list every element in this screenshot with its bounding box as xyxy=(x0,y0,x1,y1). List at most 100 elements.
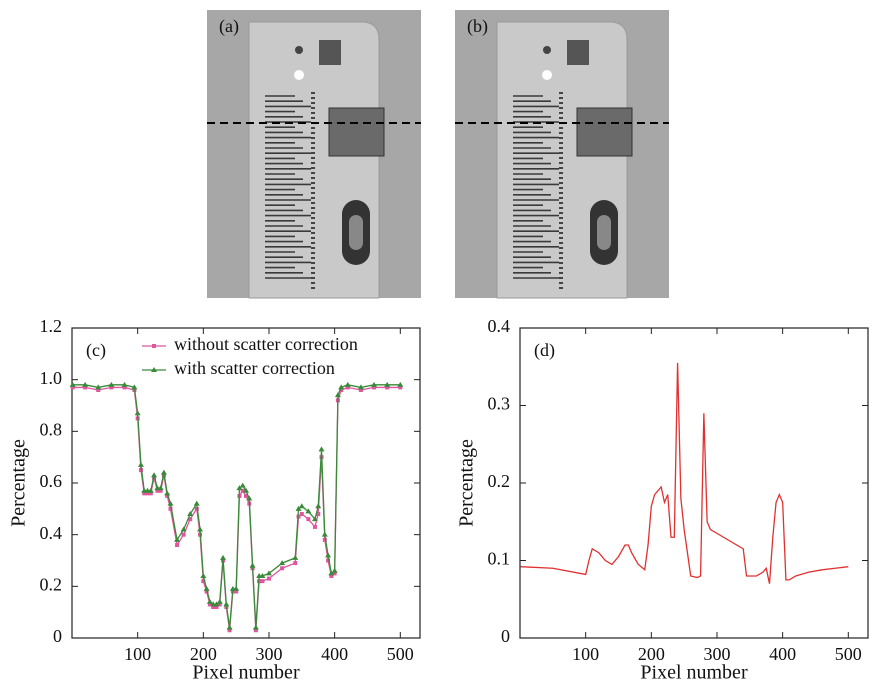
marker xyxy=(321,531,328,537)
marker xyxy=(299,512,304,516)
series-line xyxy=(72,386,401,631)
marker xyxy=(142,491,147,496)
marker xyxy=(328,570,335,576)
marker xyxy=(243,487,249,493)
marker xyxy=(138,468,143,473)
y-tick-label: 0 xyxy=(53,626,62,646)
y-tick-label: 0.2 xyxy=(488,471,511,491)
marker xyxy=(249,562,256,568)
marker xyxy=(145,491,150,496)
marker xyxy=(201,579,206,584)
marker xyxy=(252,624,259,630)
marker xyxy=(259,573,266,578)
marker xyxy=(197,526,204,532)
marker xyxy=(345,385,350,390)
panel-label: (c) xyxy=(86,340,106,361)
x-tick-label: 200 xyxy=(638,644,665,664)
marker xyxy=(137,461,144,467)
marker xyxy=(180,526,187,532)
marker xyxy=(318,446,325,452)
series-line xyxy=(520,362,849,584)
y-tick-label: 0.4 xyxy=(488,316,511,336)
marker xyxy=(295,505,302,511)
marker xyxy=(306,517,311,522)
pad xyxy=(294,70,304,80)
marker xyxy=(385,385,390,390)
x-tick-label: 200 xyxy=(190,644,217,664)
marker xyxy=(167,500,174,506)
marker xyxy=(214,605,219,609)
marker xyxy=(206,598,213,604)
y-tick-label: 0.4 xyxy=(40,523,63,543)
marker xyxy=(265,570,272,576)
marker xyxy=(220,554,227,560)
panel-label: (b) xyxy=(467,16,488,37)
panel-label: (d) xyxy=(534,340,555,361)
x-tick-label: 400 xyxy=(769,644,796,664)
marker xyxy=(325,552,332,558)
marker xyxy=(312,524,317,529)
x-tick-label: 500 xyxy=(387,644,414,664)
marker xyxy=(372,385,377,390)
crystal-inner xyxy=(349,215,363,250)
marker xyxy=(203,585,210,591)
marker xyxy=(305,508,312,514)
marker xyxy=(371,381,378,387)
y-tick-label: 0.3 xyxy=(488,394,511,414)
marker xyxy=(216,598,223,604)
marker xyxy=(322,537,327,542)
marker xyxy=(315,503,322,509)
component xyxy=(328,107,385,157)
marker xyxy=(211,605,216,609)
marker xyxy=(165,493,170,498)
marker xyxy=(194,506,199,511)
marker xyxy=(155,488,160,493)
legend-marker xyxy=(152,344,156,348)
marker xyxy=(217,602,222,607)
marker xyxy=(193,500,200,506)
marker xyxy=(69,381,76,387)
marker xyxy=(398,385,403,390)
marker xyxy=(148,491,153,496)
y-tick-label: 0.2 xyxy=(40,574,63,594)
chip xyxy=(567,40,589,65)
marker xyxy=(213,601,220,607)
legend-marker xyxy=(151,367,157,372)
y-tick-label: 1.0 xyxy=(40,368,63,388)
marker xyxy=(131,384,138,390)
marker xyxy=(134,410,141,416)
marker xyxy=(96,388,101,392)
marker xyxy=(223,601,230,607)
panel-label: (a) xyxy=(219,16,239,37)
marker xyxy=(236,485,243,491)
marker xyxy=(157,485,164,491)
x-axis-label: Pixel number xyxy=(192,662,300,684)
marker xyxy=(234,589,239,594)
pad xyxy=(543,46,551,54)
marker xyxy=(311,516,318,522)
marker xyxy=(246,495,253,501)
marker xyxy=(293,561,298,566)
marker xyxy=(151,472,158,478)
marker xyxy=(109,385,114,390)
x-tick-label: 100 xyxy=(572,644,599,664)
marker xyxy=(187,511,194,516)
y-axis-label: Percentage xyxy=(456,439,478,527)
xray-image: (b) xyxy=(455,10,669,299)
marker xyxy=(397,381,404,387)
marker xyxy=(181,532,186,537)
marker xyxy=(158,488,163,493)
marker xyxy=(188,517,193,522)
marker xyxy=(357,384,364,390)
marker xyxy=(298,503,305,509)
x-tick-label: 500 xyxy=(835,644,862,664)
marker xyxy=(226,624,233,630)
pad xyxy=(542,70,552,80)
marker xyxy=(358,388,363,392)
chip xyxy=(319,40,341,65)
crystal-inner xyxy=(597,215,611,250)
marker xyxy=(339,388,344,392)
pad xyxy=(295,46,303,54)
marker xyxy=(95,384,102,390)
marker xyxy=(175,543,180,547)
